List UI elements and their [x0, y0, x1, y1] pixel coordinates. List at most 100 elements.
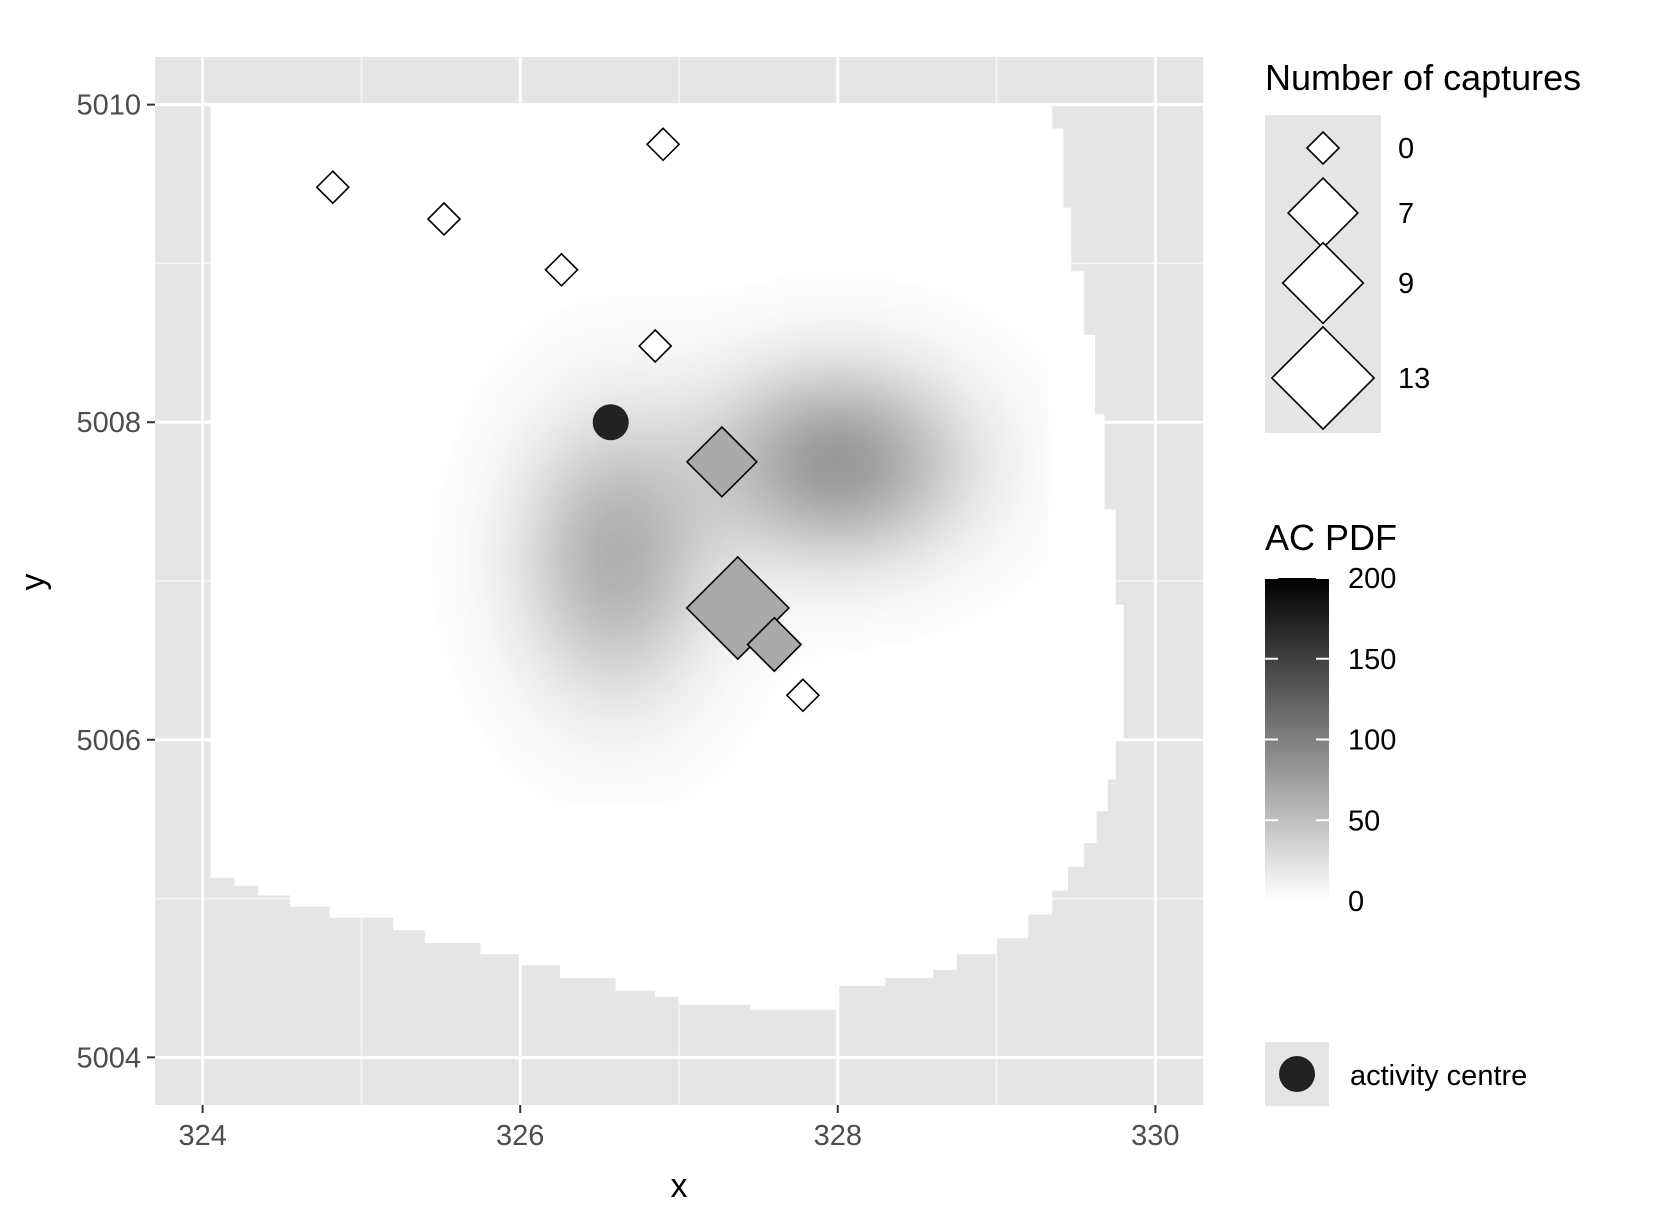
density-cell: [545, 384, 553, 392]
density-cell: [806, 542, 813, 550]
density-cell: [577, 371, 585, 379]
density-cell: [640, 536, 648, 544]
density-cell: [748, 390, 756, 398]
density-cell: [551, 714, 559, 722]
density-cell: [628, 574, 636, 582]
density-cell: [882, 384, 890, 392]
density-cell: [831, 498, 839, 506]
density-cell: [786, 307, 794, 315]
density-cell: [634, 485, 642, 493]
density-cell: [647, 701, 655, 709]
density-cell: [786, 365, 794, 372]
density-cell: [577, 650, 585, 658]
density-cell: [450, 536, 458, 544]
density-cell: [672, 453, 680, 461]
density-cell: [666, 777, 674, 785]
density-cell: [736, 428, 744, 436]
density-cell: [882, 485, 890, 493]
density-cell: [513, 415, 521, 423]
density-cell: [596, 758, 604, 766]
density-cell: [856, 314, 864, 322]
density-cell: [532, 739, 540, 747]
density-cell: [793, 650, 801, 658]
density-cell: [742, 307, 750, 315]
density-cell: [806, 587, 813, 595]
density-cell: [825, 536, 833, 544]
density-cell: [806, 561, 813, 569]
density-cell: [723, 288, 731, 296]
density-cell: [717, 301, 725, 309]
density-cell: [545, 593, 553, 601]
density-cell: [844, 282, 852, 290]
density-cell: [539, 422, 547, 430]
density-cell: [882, 409, 890, 417]
density-cell: [596, 447, 604, 455]
density-cell: [666, 396, 674, 404]
density-cell: [526, 485, 534, 493]
density-cell: [844, 536, 852, 544]
density-cell: [494, 561, 502, 569]
density-cell: [806, 390, 813, 398]
density-cell: [640, 358, 648, 366]
density-cell: [812, 492, 820, 500]
density-cell: [666, 307, 674, 315]
density-cell: [831, 434, 839, 442]
density-cell: [748, 650, 756, 658]
density-cell: [482, 390, 490, 398]
density-cell: [672, 485, 680, 493]
density-cell: [564, 581, 572, 588]
density-cell: [666, 333, 674, 341]
density-cell: [532, 669, 540, 677]
density-cell: [799, 498, 807, 506]
density-cell: [685, 631, 693, 639]
density-cell: [659, 485, 667, 493]
density-cell: [609, 631, 617, 639]
density-cell: [818, 555, 826, 563]
density-cell: [653, 733, 661, 741]
density-cell: [628, 453, 636, 461]
density-cell: [520, 625, 528, 633]
density-cell: [583, 568, 591, 576]
density-cell: [659, 517, 667, 525]
density-cell: [609, 307, 617, 315]
density-cell: [488, 434, 496, 442]
density-cell: [571, 326, 578, 334]
density-cell: [571, 365, 578, 372]
density-cell: [717, 288, 725, 296]
density-cell: [837, 485, 845, 493]
density-cell: [583, 688, 591, 696]
density-cell: [564, 765, 572, 773]
density-cell: [634, 733, 642, 741]
density-cell: [532, 568, 540, 576]
density-cell: [780, 523, 788, 531]
density-cell: [653, 727, 661, 735]
density-cell: [806, 523, 813, 531]
density-surface: [431, 276, 1048, 804]
density-cell: [596, 733, 604, 741]
density-cell: [532, 536, 540, 544]
density-cell: [882, 453, 890, 461]
density-cell: [666, 606, 674, 614]
density-cell: [812, 523, 820, 531]
density-cell: [755, 390, 763, 398]
density-cell: [717, 352, 725, 360]
density-cell: [494, 390, 502, 398]
density-cell: [507, 765, 515, 773]
density-cell: [869, 301, 877, 309]
density-cell: [640, 460, 648, 468]
density-cell: [793, 504, 801, 512]
density-cell: [875, 441, 883, 449]
density-cell: [450, 447, 458, 455]
density-cell: [532, 447, 540, 455]
density-cell: [875, 561, 883, 569]
density-cell: [475, 422, 483, 430]
density-cell: [786, 549, 794, 557]
density-cell: [748, 333, 756, 341]
density-cell: [501, 644, 509, 652]
density-cell: [532, 638, 540, 646]
density-cell: [634, 784, 642, 792]
density-cell: [596, 587, 604, 595]
density-cell: [513, 682, 521, 690]
density-cell: [583, 523, 591, 531]
density-cell: [812, 587, 820, 595]
